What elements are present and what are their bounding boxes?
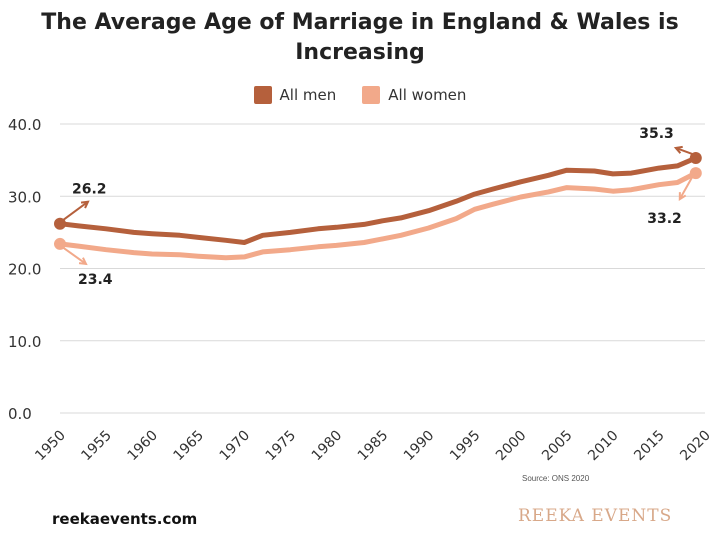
annotation-arrowhead [80, 200, 90, 209]
legend-label-men: All men [279, 86, 337, 104]
annotation-arrowhead [678, 192, 687, 201]
x-tick-label: 1980 [309, 428, 346, 465]
annotation-arrow [678, 176, 694, 200]
x-tick-label: 1955 [78, 428, 115, 465]
x-tick-label: 1975 [263, 428, 300, 465]
chart-title-line-1: The Average Age of Marriage in England &… [41, 10, 679, 35]
x-tick-label: 2005 [539, 428, 576, 465]
series-line-women [57, 170, 699, 261]
end-point-marker [689, 167, 702, 180]
x-tick-label: 2015 [631, 428, 668, 465]
legend-item-men: All men [253, 86, 337, 104]
annotation-arrow [63, 247, 87, 265]
y-tick-label: 40.0 [8, 116, 41, 134]
x-tick-label: 1965 [171, 428, 208, 465]
y-tick-label: 30.0 [8, 188, 41, 206]
annotation-arrow [675, 147, 693, 155]
legend: All men All women [0, 86, 720, 104]
legend-swatch-women [362, 86, 381, 104]
annotation-label: 26.2 [72, 182, 107, 198]
x-tick-label: 1985 [355, 428, 392, 465]
footer-brand-logo: REEKA EVENTS [518, 506, 673, 526]
footer-website: reekaevents.com [52, 510, 198, 528]
y-tick-label: 20.0 [8, 261, 41, 279]
series-line-men [57, 155, 699, 245]
annotation-label: 33.2 [647, 211, 682, 227]
x-tick-label: 1960 [124, 428, 161, 465]
x-tick-label: 1995 [447, 428, 484, 465]
legend-swatch-men [253, 86, 272, 104]
x-tick-label: 1970 [217, 428, 254, 465]
annotation-label: 35.3 [639, 126, 674, 142]
end-point-marker [689, 151, 702, 164]
x-tick-label: 2010 [585, 428, 622, 465]
x-tick-label: 2000 [493, 428, 530, 465]
x-tick-label: 1990 [401, 428, 438, 465]
y-tick-label: 10.0 [8, 333, 41, 351]
annotation-arrow [63, 200, 89, 221]
x-tick-label: 1950 [32, 428, 69, 465]
source-note: Source: ONS 2020 [522, 474, 590, 483]
x-tick-label: 2020 [677, 428, 714, 465]
annotation-label: 23.4 [78, 272, 113, 288]
annotation-arrowhead [673, 145, 683, 154]
start-point-marker [54, 217, 66, 230]
legend-label-women: All women [388, 86, 467, 104]
legend-item-women: All women [362, 86, 466, 104]
chart-title-line-2: Increasing [295, 40, 425, 65]
annotation-arrowhead [78, 257, 88, 266]
y-tick-label: 0.0 [8, 405, 32, 423]
start-point-marker [54, 237, 66, 250]
